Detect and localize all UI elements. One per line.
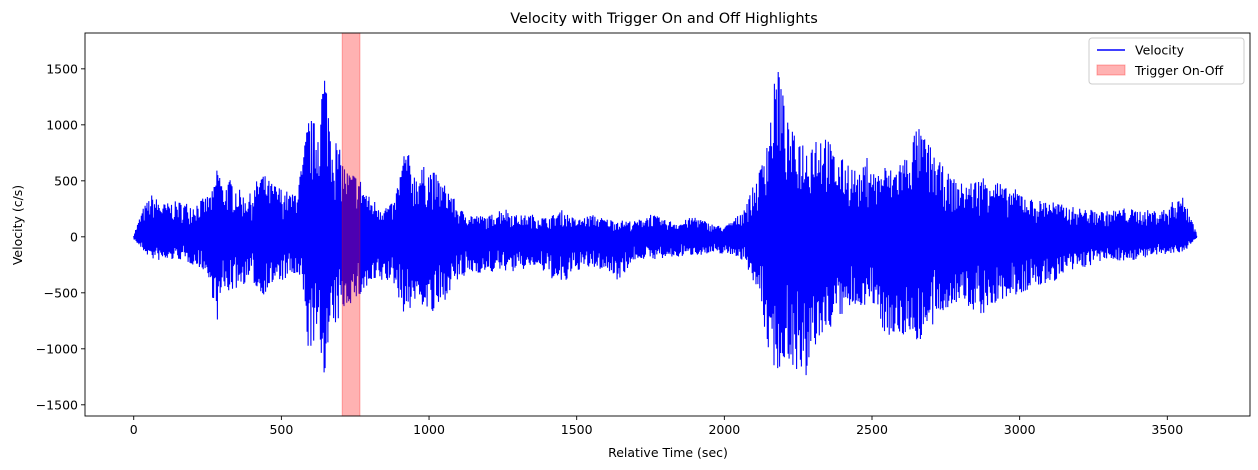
y-tick-label: 0	[70, 229, 78, 244]
legend-box	[1088, 37, 1245, 85]
y-tick-label: −500	[44, 285, 78, 300]
y-tick-label: 1000	[46, 117, 78, 132]
x-tick-label: 3500	[1151, 422, 1183, 437]
y-tick-label: 500	[54, 173, 78, 188]
y-tick-label: −1500	[36, 397, 78, 412]
x-tick-label: 1500	[561, 422, 593, 437]
chart-title: Velocity with Trigger On and Off Highlig…	[510, 11, 818, 27]
legend-trigger-swatch	[1096, 64, 1126, 76]
y-tick-label: 1500	[46, 61, 78, 76]
velocity-series-line	[133, 71, 1198, 376]
axes: 0 500 1000 1500 2000 2500 3000 3500 −1500 −1000 −5…	[36, 32, 1251, 437]
legend-velocity-label: Velocity	[1135, 43, 1185, 58]
x-tick-label: 1000	[413, 422, 445, 437]
x-axis-label: Relative Time (sec)	[608, 445, 728, 460]
x-tick-label: 3000	[1004, 422, 1036, 437]
y-tick-label: −1000	[36, 341, 78, 356]
trigger-highlight-span	[341, 32, 361, 417]
legend-trigger-label: Trigger On-Off	[1134, 63, 1224, 78]
x-tick-label: 2500	[856, 422, 888, 437]
y-axis-label: Velocity (c/s)	[10, 185, 25, 265]
plot-area	[133, 32, 1198, 417]
axes-frame	[84, 32, 1251, 417]
x-tick-label: 0	[130, 422, 138, 437]
x-tick-label: 500	[269, 422, 293, 437]
legend: Velocity Trigger On-Off	[1088, 37, 1245, 85]
x-tick-label: 2000	[708, 422, 740, 437]
